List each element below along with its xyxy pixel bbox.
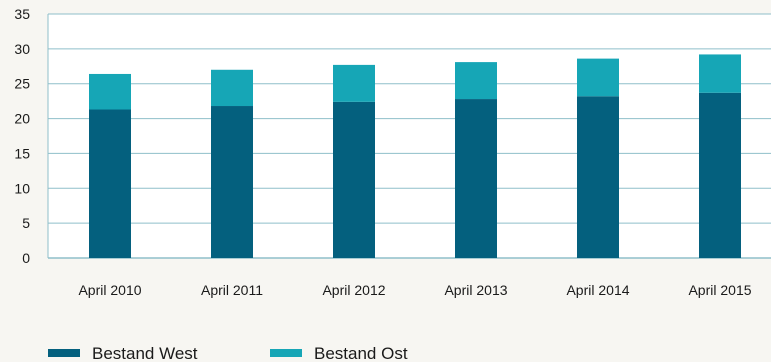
bar-bestand-west [699,92,741,258]
legend-label: Bestand West [92,344,198,362]
x-tick-label: April 2010 [78,282,141,298]
bar-bestand-west [577,96,619,259]
x-tick-label: April 2014 [566,282,629,298]
y-axis-ticks: 0 5 10 15 20 25 30 35 [14,6,30,266]
x-tick-label: April 2012 [322,282,385,298]
bars [89,54,741,259]
bar-bestand-ost [699,54,741,93]
bar-bestand-ost [455,62,497,100]
bar-bestand-ost [89,73,131,110]
x-tick-label: April 2011 [201,282,263,298]
x-axis-labels: April 2010 April 2011 April 2012 April 2013… [78,282,751,298]
bar-bestand-west [455,99,497,259]
bar-bestand-ost [211,69,253,107]
bar-bestand-ost [577,58,619,97]
plot-background [48,14,771,258]
gridlines [47,13,771,259]
bar-bestand-ost [333,64,375,102]
y-tick-label: 10 [14,180,30,196]
bar-bestand-west [211,106,253,258]
bar-bestand-west [89,109,131,258]
y-tick-label: 20 [14,111,30,127]
x-tick-label: April 2013 [444,282,507,298]
legend-swatch-bestand-west [48,349,80,357]
legend: Bestand West Bestand Ost [48,344,408,362]
x-tick-label: April 2015 [688,282,751,298]
y-tick-label: 0 [22,250,30,266]
bar-bestand-west [333,101,375,258]
y-tick-label: 25 [14,76,30,92]
legend-label: Bestand Ost [314,344,408,362]
y-tick-label: 5 [22,215,30,231]
y-tick-label: 35 [14,6,30,22]
y-tick-label: 30 [14,41,30,57]
legend-swatch-bestand-ost [270,349,302,357]
y-tick-label: 15 [14,145,30,161]
